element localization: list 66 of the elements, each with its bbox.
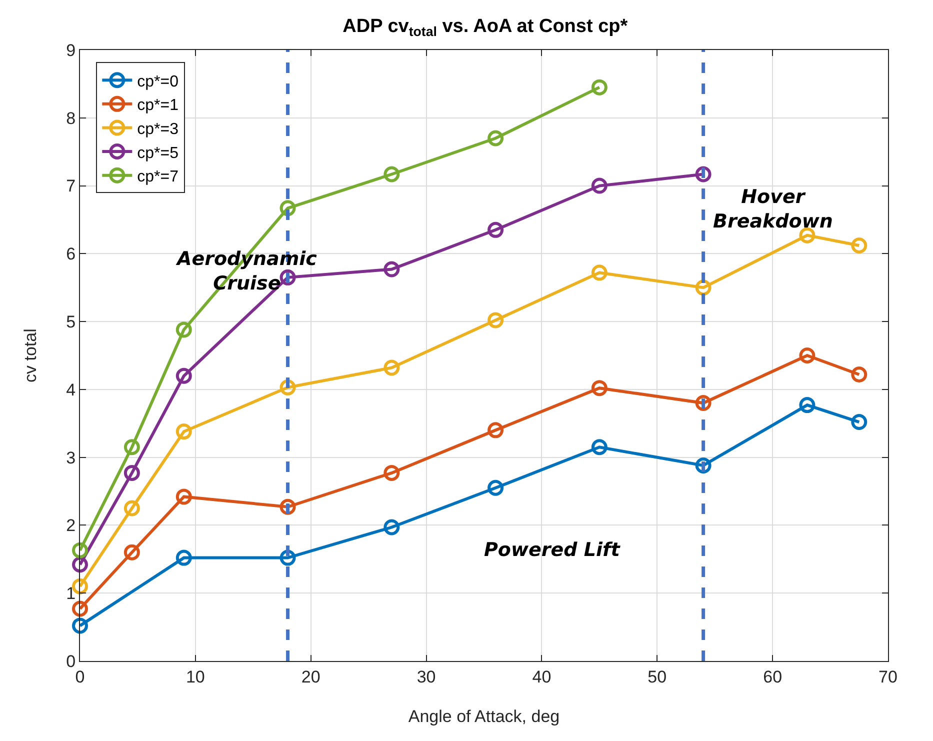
y-tick-label: 5 — [66, 312, 76, 332]
point — [591, 79, 608, 96]
point — [695, 395, 712, 412]
x-tick-label: 30 — [416, 667, 436, 686]
point — [695, 457, 712, 474]
point — [488, 422, 504, 438]
legend-label: cp*=7 — [137, 168, 179, 186]
chart-title: ADP cv$_{total}$ vs. AoA at Const cp* — [342, 16, 628, 39]
x-tick-label: 20 — [301, 667, 320, 686]
y-tick-label: 4 — [66, 380, 76, 400]
point — [72, 600, 88, 617]
point — [280, 498, 296, 515]
point — [799, 227, 816, 244]
x-axis-title: Angle of Attack, deg — [408, 707, 560, 726]
annotation: Powered Lift — [484, 539, 621, 561]
y-tick-label: 1 — [66, 584, 76, 604]
x-tick-label: 10 — [186, 667, 205, 686]
point — [280, 200, 296, 216]
x-tick-label: 70 — [878, 667, 898, 686]
y-tick-label: 9 — [66, 40, 76, 60]
point — [851, 238, 868, 254]
x-tick-label: 50 — [648, 667, 667, 686]
y-tick-label: 0 — [66, 652, 76, 671]
point — [851, 366, 868, 383]
point — [384, 360, 400, 376]
legend-label: cp*=3 — [137, 120, 179, 138]
legend-label: cp*=5 — [137, 144, 179, 162]
point — [851, 414, 868, 430]
point — [72, 618, 88, 634]
y-tick-label: 3 — [66, 448, 76, 468]
point — [124, 500, 140, 516]
point — [799, 397, 816, 414]
point — [488, 130, 504, 146]
point — [591, 264, 608, 281]
point — [176, 368, 192, 384]
legend-label: cp*=1 — [137, 97, 179, 114]
point — [384, 166, 400, 182]
point — [176, 550, 192, 566]
point — [72, 556, 88, 573]
point — [124, 464, 140, 481]
point — [124, 544, 140, 560]
legend-label: cp*=0 — [137, 73, 179, 90]
point — [488, 222, 504, 238]
point — [176, 424, 192, 440]
y-tick-label: 7 — [66, 176, 76, 196]
point — [488, 312, 504, 328]
x-tick-label: 60 — [763, 667, 782, 686]
point — [384, 519, 400, 536]
point — [488, 480, 504, 496]
y-tick-label: 8 — [66, 108, 76, 128]
point — [384, 464, 400, 481]
point — [124, 439, 140, 456]
y-axis-title: cv total — [21, 328, 40, 382]
point — [72, 542, 88, 558]
point — [176, 322, 192, 338]
y-tick-label: 6 — [66, 244, 76, 264]
y-tick-label: 2 — [66, 516, 76, 536]
point — [384, 261, 400, 278]
point — [591, 178, 608, 194]
annotation: Hover Breakdown — [713, 186, 833, 233]
point — [176, 488, 192, 505]
point — [591, 380, 608, 396]
point — [799, 348, 816, 364]
point — [280, 269, 296, 286]
point — [591, 439, 608, 456]
x-tick-label: 40 — [532, 667, 552, 686]
